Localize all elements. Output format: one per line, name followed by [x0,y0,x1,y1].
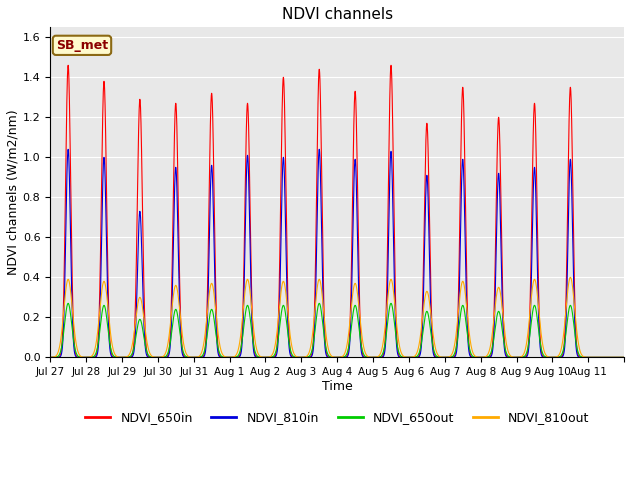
Title: NDVI channels: NDVI channels [282,7,393,22]
NDVI_650in [76,354,83,360]
NDVI_650in [620,354,628,360]
NDVI_650in [46,354,54,360]
Y-axis label: NDVI channels (W/m2/nm): NDVI channels (W/m2/nm) [7,109,20,275]
Line: NDVI_650out: NDVI_650out [50,303,624,357]
Text: SB_met: SB_met [56,39,108,52]
NDVI_810in [76,354,83,360]
NDVI_650out [64,300,72,306]
NDVI_810out [254,350,262,356]
Line: NDVI_810in: NDVI_810in [50,149,624,357]
NDVI_810out [76,351,83,357]
NDVI_810out [620,354,628,360]
NDVI_650in [502,353,510,359]
NDVI_810in [502,354,510,360]
NDVI_810in [46,354,54,360]
NDVI_650in [64,62,72,68]
NDVI_650out [620,354,628,360]
NDVI_810in [411,354,419,360]
NDVI_810in [386,170,394,176]
NDVI_810out [411,353,419,359]
NDVI_650out [386,303,394,309]
Line: NDVI_810out: NDVI_810out [50,277,624,357]
NDVI_810out [502,340,510,346]
NDVI_810out [472,354,479,360]
NDVI_650out [411,354,419,360]
NDVI_650in [386,89,394,95]
NDVI_650in [472,354,479,360]
NDVI_810out [386,279,394,285]
NDVI_650out [502,350,510,356]
NDVI_810in [64,146,72,152]
Line: NDVI_650in: NDVI_650in [50,65,624,357]
Legend: NDVI_650in, NDVI_810in, NDVI_650out, NDVI_810out: NDVI_650in, NDVI_810in, NDVI_650out, NDV… [80,407,594,430]
NDVI_810in [254,354,262,360]
NDVI_650out [76,354,83,360]
NDVI_650in [411,354,419,360]
X-axis label: Time: Time [322,380,353,393]
NDVI_650out [46,354,54,360]
NDVI_810in [620,354,628,360]
NDVI_650out [472,354,479,360]
NDVI_810in [472,354,479,360]
NDVI_810out [566,275,574,280]
NDVI_650out [254,354,262,360]
NDVI_810out [46,354,54,360]
NDVI_650in [254,354,262,360]
